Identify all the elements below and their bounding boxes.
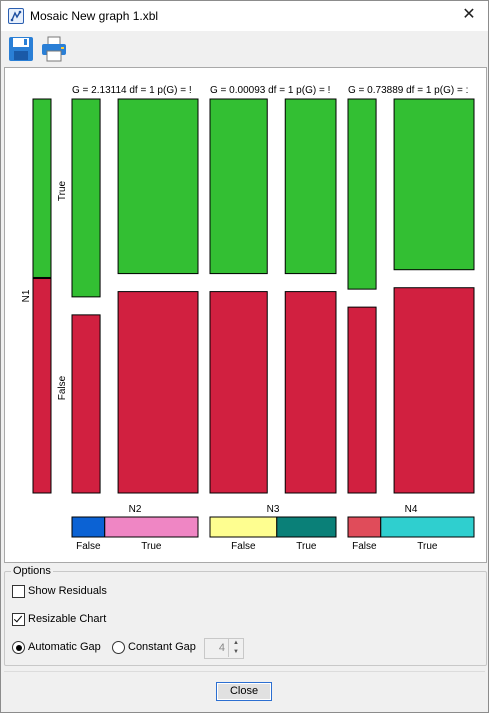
panel-2-stat-label: G = 0.00093 df = 1 p(G) = ! <box>210 85 330 96</box>
panel-1-legend-swatch-1 <box>71 516 106 538</box>
panel-2-col-2-true-tile <box>284 98 337 275</box>
options-legend: Options <box>11 565 53 577</box>
resizable-chart-checkbox[interactable] <box>12 613 25 626</box>
panel-2-legend-label-2: True <box>296 541 317 552</box>
panel-1-legend-label-2: True <box>141 541 162 552</box>
mosaic-plot: N1 True False G = 2.13114 df = 1 p(G) = ! N2… <box>4 67 487 563</box>
panel-2-variable-label: N3 <box>267 504 280 515</box>
close-button[interactable]: Close <box>216 682 272 701</box>
panel-3-variable-label: N4 <box>405 504 418 515</box>
automatic-gap-radio[interactable] <box>12 641 25 654</box>
divider <box>4 671 485 672</box>
n1-true-label: True <box>57 180 68 201</box>
panel-2-legend-swatch-2 <box>276 516 337 538</box>
panel-2-legend-swatch-1 <box>209 516 278 538</box>
printer-icon <box>42 36 66 62</box>
panel-2-col-1-true-tile <box>209 98 268 275</box>
panel-2-col-2-false-tile <box>284 291 337 494</box>
panel-2-col-1-false-tile <box>209 291 268 494</box>
n1-true-bar <box>32 98 52 278</box>
panel-1-col-2-false-tile <box>117 291 199 494</box>
panel-1-col-1-false-tile <box>71 314 101 494</box>
save-button[interactable] <box>6 34 36 64</box>
spin-down-icon[interactable]: ▼ <box>228 648 243 657</box>
panel-1-legend-label-1: False <box>76 541 101 552</box>
title-bar: Mosaic New graph 1.xbl ✕ <box>1 1 488 31</box>
constant-gap-radio[interactable] <box>112 641 125 654</box>
resizable-chart-label: Resizable Chart <box>28 613 107 625</box>
gap-value: 4 <box>218 642 225 654</box>
print-button[interactable] <box>39 34 69 64</box>
n1-false-label: False <box>57 375 68 400</box>
gap-spinner[interactable]: 4 ▲ ▼ <box>204 638 244 659</box>
n1-false-bar <box>32 277 52 494</box>
panel-3-col-1-true-tile <box>347 98 377 290</box>
show-residuals-checkbox[interactable] <box>12 585 25 598</box>
floppy-disk-icon <box>9 37 33 61</box>
panel-3-stat-label: G = 0.73889 df = 1 p(G) = : <box>348 85 468 96</box>
panel-1-col-1-true-tile <box>71 98 101 298</box>
panel-1-legend-swatch-2 <box>104 516 199 538</box>
options-group: Options <box>4 565 487 666</box>
panel-3-legend-swatch-1 <box>347 516 382 538</box>
panel-3-legend-label-2: True <box>417 541 438 552</box>
panel-2-legend-label-1: False <box>231 541 256 552</box>
constant-gap-label: Constant Gap <box>128 641 196 653</box>
app-icon <box>8 8 24 24</box>
panel-1-stat-label: G = 2.13114 df = 1 p(G) = ! <box>72 85 192 96</box>
show-residuals-label: Show Residuals <box>28 585 107 597</box>
automatic-gap-label: Automatic Gap <box>28 641 101 653</box>
toolbar <box>1 31 488 67</box>
spin-up-icon[interactable]: ▲ <box>228 639 243 648</box>
window-title: Mosaic New graph 1.xbl <box>30 9 159 23</box>
n1-axis-label: N1 <box>21 289 32 302</box>
mosaic-chart-svg: N1 True False G = 2.13114 df = 1 p(G) = ! N2… <box>21 85 475 552</box>
panel-3-legend-swatch-2 <box>380 516 475 538</box>
panel-3-legend-label-1: False <box>352 541 377 552</box>
panel-3-col-2-false-tile <box>393 287 475 494</box>
panel-3-col-1-false-tile <box>347 306 377 494</box>
close-icon[interactable]: ✕ <box>462 6 476 23</box>
panel-1-col-2-true-tile <box>117 98 199 275</box>
panel-3-col-2-true-tile <box>393 98 475 271</box>
panel-1-variable-label: N2 <box>129 504 142 515</box>
